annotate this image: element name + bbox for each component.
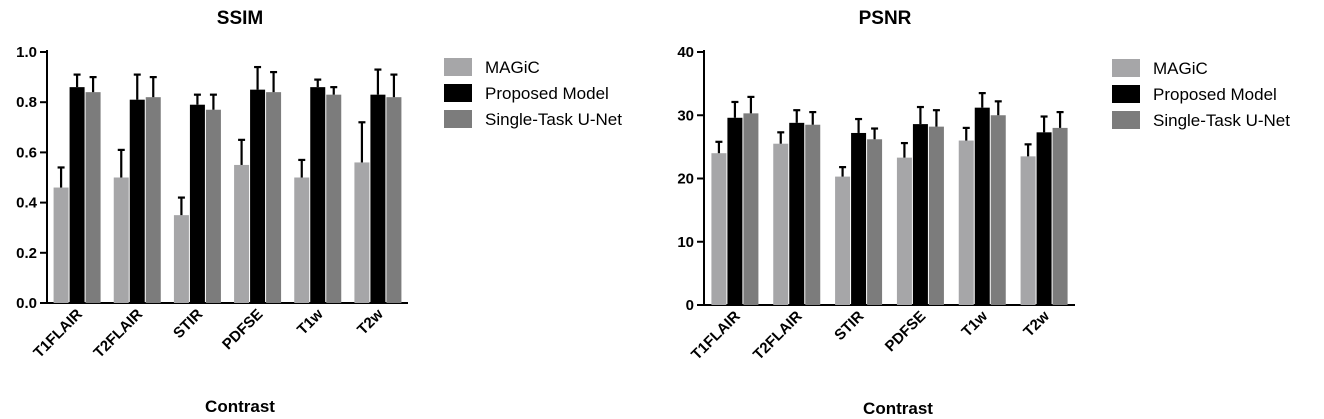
category-label: STIR: [831, 308, 867, 344]
bar: [789, 122, 805, 305]
category-label: STIR: [170, 306, 206, 342]
bar: [851, 132, 867, 305]
bar: [773, 143, 789, 305]
legend-swatch: [1112, 59, 1140, 77]
y-tick-label: 20: [677, 171, 694, 188]
bar: [53, 187, 69, 303]
bar: [85, 92, 101, 303]
category-label: T1FLAIR: [30, 306, 86, 362]
bar: [727, 117, 743, 305]
bar: [189, 104, 205, 304]
y-tick-label: 0.8: [16, 94, 37, 111]
legend-swatch: [444, 84, 472, 102]
legend-swatch: [1112, 85, 1140, 103]
bar: [386, 97, 402, 304]
bar: [912, 124, 928, 305]
legend-swatch: [444, 58, 472, 76]
bar: [113, 177, 129, 303]
y-tick-label: 10: [677, 234, 694, 251]
legend: MAGiC Proposed Model Single-Task U-Net: [1112, 59, 1290, 130]
bar: [326, 94, 342, 303]
bar: [294, 177, 310, 303]
bar: [1052, 127, 1068, 306]
bar: [145, 97, 161, 304]
bar: [928, 126, 944, 305]
category-label: T1w: [958, 308, 991, 341]
bar: [69, 87, 85, 303]
bar: [234, 164, 250, 303]
bar: [129, 99, 145, 303]
bar: [711, 153, 727, 305]
bar: [1020, 156, 1036, 305]
bar: [205, 109, 221, 303]
bar: [266, 92, 282, 303]
legend-entry: Single-Task U-Net: [485, 110, 622, 129]
category-label: T2FLAIR: [750, 308, 806, 364]
x-axis-label: Contrast: [863, 399, 933, 418]
legend-entry: Single-Task U-Net: [1153, 111, 1290, 130]
legend-entry: MAGiC: [485, 58, 540, 77]
bar: [974, 107, 990, 305]
y-tick-label: 0.4: [16, 195, 38, 212]
bar: [743, 113, 759, 305]
chart-title: PSNR: [859, 8, 912, 29]
y-tick-label: 0.6: [16, 144, 37, 161]
legend-entry: Proposed Model: [1153, 85, 1277, 104]
y-tick-label: 40: [677, 44, 694, 61]
bar: [250, 89, 266, 304]
y-tick-label: 0.2: [16, 245, 37, 262]
bar: [1036, 132, 1052, 305]
bar: [867, 139, 883, 305]
category-label: T2w: [1020, 308, 1053, 341]
bar: [958, 140, 974, 305]
chart-psnr: PSNR 0 10 20 30 40 T1FLAIR T2FLAIR STIR PDFSE T1w T…: [677, 8, 1290, 418]
category-label: T1w: [294, 306, 327, 339]
bar: [370, 94, 386, 303]
bar: [805, 124, 821, 305]
category-label: T2FLAIR: [90, 306, 146, 362]
bar: [835, 176, 851, 305]
category-label: T1FLAIR: [688, 308, 744, 364]
y-tick-label: 30: [677, 107, 694, 124]
bar: [354, 162, 370, 303]
bar: [310, 87, 326, 303]
y-tick-label: 1.0: [16, 44, 37, 61]
y-tick-label: 0.0: [16, 295, 37, 312]
legend-entry: MAGiC: [1153, 59, 1208, 78]
category-label: PDFSE: [882, 308, 929, 355]
bar: [990, 115, 1006, 305]
x-axis-label: Contrast: [205, 397, 275, 416]
y-tick-label: 0: [686, 297, 694, 314]
legend: MAGiC Proposed Model Single-Task U-Net: [444, 58, 622, 129]
category-label: T2w: [354, 306, 387, 339]
category-label: PDFSE: [219, 306, 266, 353]
chart-ssim: SSIM 0.0 0.2 0.4 0.6 0.8 1.0 T1FLAIR T2FLAIR STIR…: [16, 8, 622, 416]
chart-title: SSIM: [217, 8, 263, 29]
bar: [173, 215, 189, 303]
legend-entry: Proposed Model: [485, 84, 609, 103]
legend-swatch: [444, 110, 472, 128]
bar: [896, 157, 912, 305]
legend-swatch: [1112, 111, 1140, 129]
